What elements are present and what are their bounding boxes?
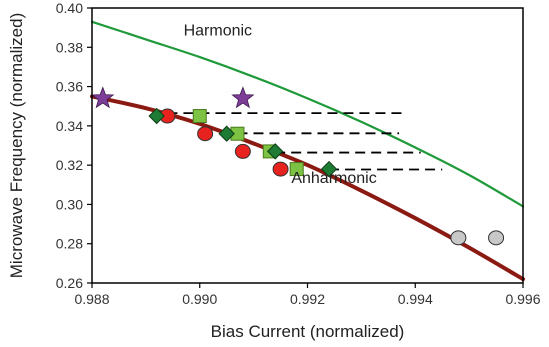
x-tick-label: 0.992 [290,291,325,307]
diamond-marker [218,125,235,142]
x-axis-title: Bias Current (normalized) [211,322,405,341]
diamond-marker [266,143,284,160]
star-marker [91,86,115,109]
square-marker [192,109,207,124]
x-tick-label: 0.990 [182,291,217,307]
markers-layer [91,86,505,246]
y-tick-label: 0.30 [56,196,83,212]
y-axis-title: Microwave Frequency (normalized) [7,13,26,278]
diamond-marker [148,107,165,125]
star-marker [231,86,255,109]
y-tick-label: 0.34 [56,118,83,134]
anharmonic-label: Anharmonic [291,170,376,187]
harmonic-curve [90,20,525,208]
y-tick-label: 0.26 [56,275,83,291]
circle-marker [272,161,289,177]
diamond-marker [320,160,338,178]
y-tick-label: 0.32 [56,157,83,173]
y-tick-label: 0.28 [56,236,83,252]
circle-marker [488,230,505,246]
square-marker [289,162,304,177]
y-tick-label: 0.38 [56,39,83,55]
circle-marker [234,143,251,159]
dashed-lines-layer [167,112,443,171]
x-tick-label: 0.996 [505,291,540,307]
circle-marker [450,230,467,246]
annotations-layer: Harmonic Anharmonic [184,23,377,187]
y-tick-label: 0.40 [56,0,83,16]
x-tick-label: 0.994 [398,291,433,307]
harmonic-label: Harmonic [184,23,252,40]
ticks-layer: 0.988 0.990 0.992 0.994 0.996 0.26 0.28 0.30 0.3… [56,0,541,307]
circle-marker [197,126,214,142]
x-tick-label: 0.988 [74,291,109,307]
y-tick-label: 0.36 [56,79,83,95]
